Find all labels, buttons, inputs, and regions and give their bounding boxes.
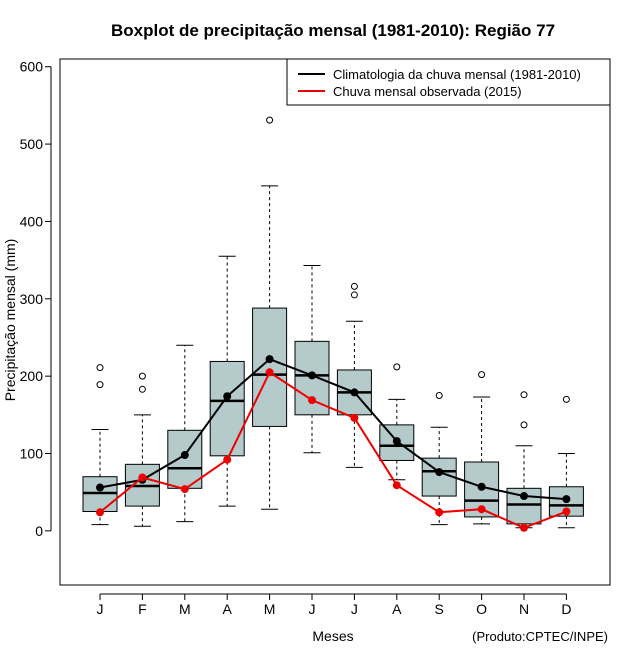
outlier-point <box>520 391 528 399</box>
climatology-line <box>99 357 567 501</box>
observed-point <box>308 396 316 405</box>
y-tick-label: 200 <box>20 368 44 384</box>
box-6 <box>294 265 330 454</box>
observed-point <box>350 413 359 422</box>
y-tick-label: 100 <box>20 446 44 462</box>
y-tick-label: 0 <box>35 523 43 539</box>
outlier-point <box>435 391 443 399</box>
series-lines-group <box>96 355 571 532</box>
box-7 <box>336 282 372 468</box>
x-tick-label: A <box>223 601 233 617</box>
climatology-point <box>392 437 401 446</box>
outlier-point <box>96 381 104 389</box>
outlier-point <box>96 364 104 372</box>
observed-point <box>180 485 189 494</box>
legend-box <box>286 58 611 106</box>
y-tick-label: 300 <box>20 291 44 307</box>
box-4 <box>209 255 245 507</box>
outlier-point <box>266 116 274 124</box>
legend-label-observed: Chuva mensal observada (2015) <box>333 84 522 99</box>
outlier-point <box>393 363 401 371</box>
x-tick-label: S <box>435 601 444 617</box>
outlier-point <box>350 291 358 299</box>
observed-point <box>520 523 528 532</box>
y-axis-label: Precipitação mensal (mm) <box>2 239 18 402</box>
observed-point <box>138 473 147 482</box>
observed-line <box>99 370 567 529</box>
x-tick-label: J <box>351 601 358 617</box>
outlier-point <box>138 385 146 393</box>
observed-point <box>562 507 571 516</box>
climatology-point <box>223 392 232 401</box>
legend: Climatologia da chuva mensal (1981-2010)… <box>286 58 611 106</box>
box-11 <box>506 391 542 529</box>
outlier-point <box>138 372 146 380</box>
climatology-point <box>520 492 528 501</box>
x-tick-label: J <box>97 601 104 617</box>
box-5 <box>252 116 288 510</box>
climatology-point <box>308 371 316 380</box>
observed-point <box>392 481 401 490</box>
observed-point <box>96 508 104 517</box>
outlier-point <box>520 421 528 429</box>
outlier-point <box>478 371 486 379</box>
y-tick-label: 500 <box>20 136 44 152</box>
box-8 <box>379 363 415 481</box>
chart-title: Boxplot de precipitação mensal (1981-201… <box>111 21 555 40</box>
x-tick-label: A <box>392 601 402 617</box>
x-tick-label: F <box>138 601 147 617</box>
observed-point <box>223 455 232 464</box>
climatology-point <box>477 482 486 491</box>
box-10 <box>464 371 500 525</box>
x-tick-label: O <box>476 601 487 617</box>
observed-point <box>435 508 444 517</box>
x-tick-label: M <box>179 601 191 617</box>
x-tick-label: D <box>561 601 571 617</box>
box-1 <box>82 364 118 526</box>
boxes-group <box>82 116 584 529</box>
climatology-point <box>562 495 571 504</box>
x-tick-label: N <box>519 601 529 617</box>
box-3 <box>167 344 203 523</box>
y-axis: 0 100 200 300 400 500 600 <box>20 59 52 539</box>
observed-point <box>265 368 274 377</box>
box-iqr <box>209 360 245 457</box>
credit-text: (Produto:CPTEC/INPE) <box>472 629 608 644</box>
observed-point <box>477 505 486 514</box>
climatology-point <box>180 451 189 460</box>
y-tick-label: 400 <box>20 213 44 229</box>
x-axis-label: Meses <box>312 628 353 644</box>
climatology-point <box>265 355 274 364</box>
x-tick-label: J <box>309 601 316 617</box>
climatology-point <box>350 388 359 397</box>
climatology-point <box>96 483 104 492</box>
y-tick-label: 600 <box>20 59 44 75</box>
legend-label-climatology: Climatologia da chuva mensal (1981-2010) <box>333 67 581 82</box>
box-iqr <box>252 307 288 427</box>
x-tick-label: M <box>264 601 276 617</box>
outlier-point <box>350 282 358 290</box>
outlier-point <box>562 395 570 403</box>
box-2 <box>124 372 160 527</box>
climatology-point <box>435 468 444 477</box>
